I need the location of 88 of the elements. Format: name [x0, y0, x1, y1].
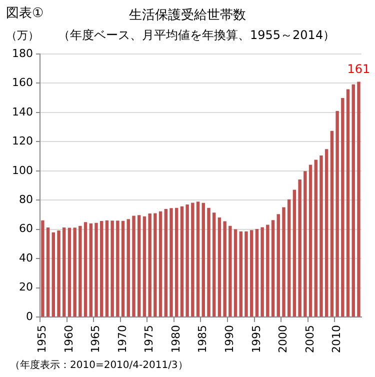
text: （年度表示：2010=2010/4-2011/3） [10, 358, 188, 372]
x-tick-label: 1960 [62, 325, 76, 354]
bar [244, 231, 248, 317]
bar [255, 229, 259, 317]
chart-subtitle: （年度ベース、月平均値を年換算、1955～2014） [58, 27, 336, 44]
bar [84, 222, 88, 317]
y-tick-label: 120 [12, 134, 33, 148]
bar [324, 149, 328, 317]
bar [191, 202, 194, 317]
x-tick-label: 2005 [303, 325, 316, 354]
bar [170, 208, 173, 317]
bar [320, 156, 323, 317]
text: 図表① [6, 5, 44, 22]
bar [186, 204, 189, 317]
bar [239, 231, 242, 317]
y-tick-label: 0 [26, 310, 33, 323]
bar [352, 84, 355, 317]
bar [116, 220, 120, 317]
y-tick-label: 100 [12, 164, 33, 177]
bar [207, 208, 210, 317]
bar [308, 164, 312, 317]
bar [282, 207, 286, 317]
bar [73, 228, 76, 317]
bar [202, 202, 205, 317]
bar [132, 216, 136, 317]
bar [223, 221, 226, 317]
bar [62, 227, 66, 317]
bar [287, 199, 291, 317]
bar [218, 218, 222, 317]
y-tick-label: 80 [19, 192, 33, 206]
x-tick-label: 1975 [142, 325, 156, 354]
x-tick-label: 1965 [89, 325, 102, 354]
bar [260, 227, 264, 317]
bar [41, 220, 44, 317]
y-tick-label: 40 [19, 251, 33, 264]
x-tick-label: 2010 [330, 325, 344, 354]
y-axis-title: （万） [6, 28, 39, 43]
bar [228, 226, 232, 317]
y-tick-label: 160 [12, 76, 33, 90]
bar [271, 220, 275, 317]
bar [250, 230, 254, 317]
chart-title: 生活保護受給世帯数 [129, 8, 246, 23]
y-tick-label: 20 [19, 280, 33, 294]
x-tick-label: 1995 [250, 325, 263, 354]
bar [174, 208, 178, 317]
bar [292, 190, 296, 317]
bar [298, 180, 302, 317]
bar [234, 229, 238, 317]
bar [89, 223, 92, 317]
x-tick-label: 1985 [196, 325, 210, 354]
y-tick-label: 60 [19, 222, 33, 236]
bar [52, 232, 55, 317]
bar [164, 209, 168, 317]
bar [357, 82, 360, 317]
bar [100, 221, 104, 317]
x-tick-label: 1970 [116, 325, 129, 354]
bar [330, 130, 334, 317]
bar [158, 211, 162, 317]
bar [336, 110, 339, 317]
x-tick-label: 1990 [223, 325, 236, 354]
bar [94, 222, 98, 317]
x-tick-label: 2000 [276, 325, 290, 354]
bar [304, 171, 307, 317]
bar [266, 224, 270, 317]
bar [154, 213, 157, 317]
data-label: 161 [347, 62, 370, 76]
bar [126, 219, 130, 317]
bar [180, 206, 184, 317]
bar [314, 160, 318, 317]
bar [341, 98, 344, 317]
bar [110, 220, 114, 317]
bar [78, 226, 82, 317]
bar [212, 212, 216, 317]
x-tick-label: 1980 [169, 325, 182, 354]
bar [57, 230, 60, 317]
x-tick-label: 1955 [36, 325, 49, 354]
bar [346, 89, 350, 317]
y-tick-label: 140 [12, 105, 33, 118]
bar [142, 216, 146, 317]
bar [137, 215, 141, 317]
bar [68, 228, 72, 317]
bar [121, 220, 125, 317]
y-tick-label: 180 [12, 46, 33, 60]
bar [148, 214, 152, 317]
bar [276, 214, 280, 317]
bar [196, 202, 200, 317]
bar [105, 220, 109, 317]
bar [46, 227, 50, 317]
